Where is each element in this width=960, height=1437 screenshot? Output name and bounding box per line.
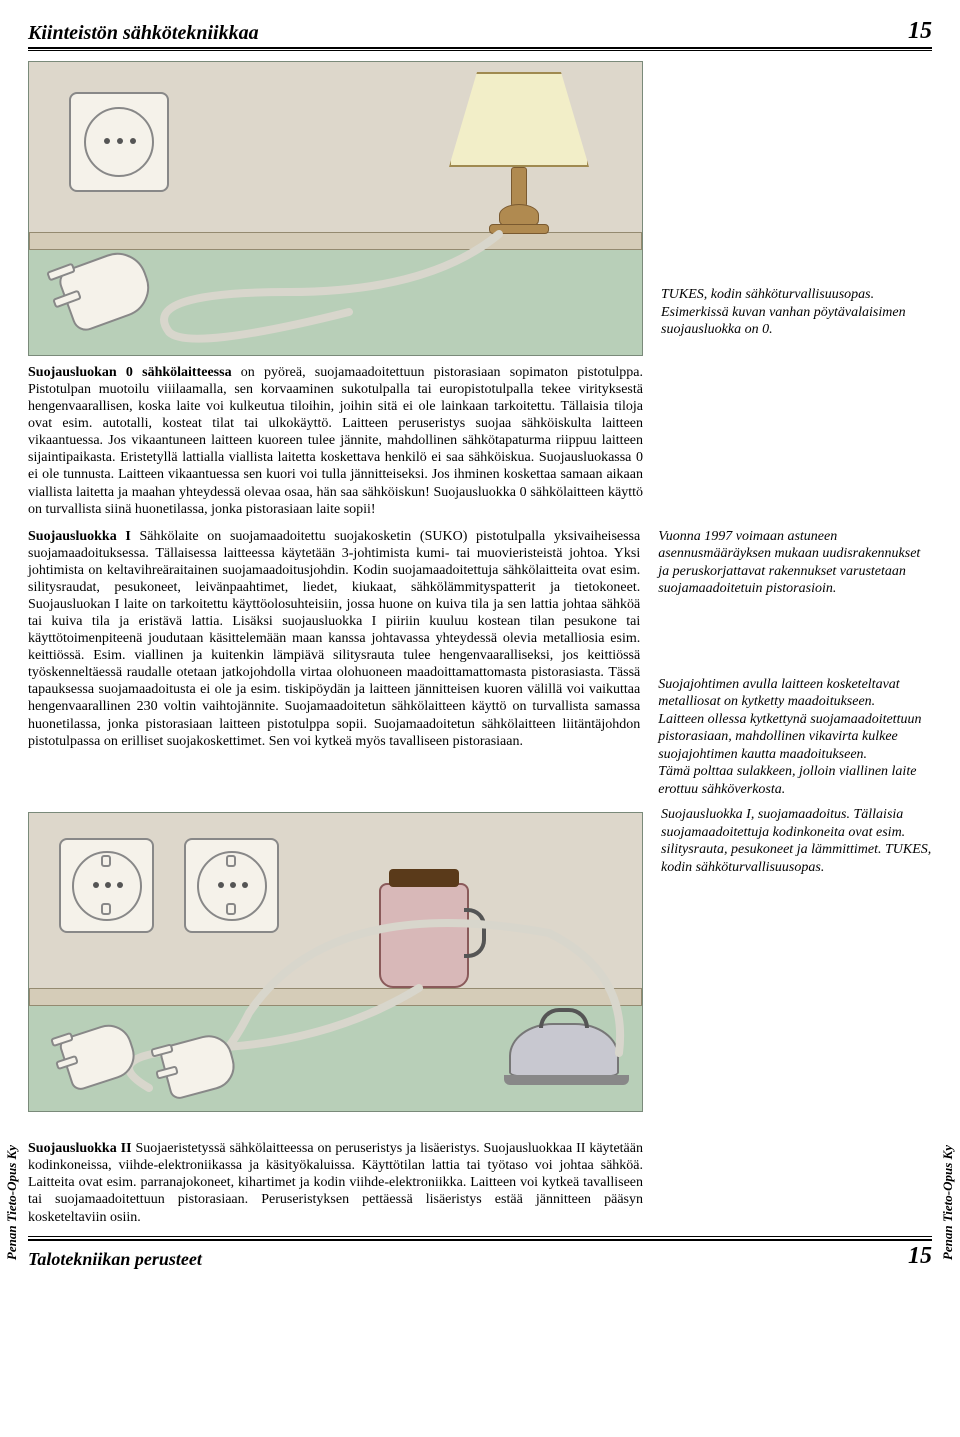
illustration-lamp-outlet (28, 61, 643, 356)
illustration1-caption: TUKES, kodin sähköturvallisuusopas. Esim… (661, 286, 932, 339)
header-title: Kiinteistön sähkötekniikkaa (28, 22, 259, 45)
footer-title: Talotekniikan perusteet (28, 1249, 202, 1270)
side-label-left: Penan Tieto-Opus Ky (4, 1145, 20, 1260)
paragraph-class1: Suojausluokka I Sähkölaite on suojamaado… (28, 528, 640, 750)
para2-body: Sähkölaite on suojamaadoitettu suojakosk… (28, 529, 640, 749)
side-label-right: Penan Tieto-Opus Ky (940, 1145, 956, 1260)
sidebar-note-grounding: Suojajohtimen avulla laitteen kosketelta… (658, 676, 932, 799)
para1-body: on pyöreä, suojamaadoitettuun pistorasia… (28, 365, 643, 517)
para1-lead: Suojausluokan 0 sähkölaitteessa (28, 365, 232, 380)
page-header: Kiinteistön sähkötekniikkaa 15 (28, 18, 932, 49)
sidebar-note-1997: Vuonna 1997 voimaan astuneen asennusmäär… (658, 528, 932, 598)
footer-rule-thin (28, 1236, 932, 1237)
footer-page-number: 15 (908, 1243, 932, 1270)
paragraph-class0: Suojausluokan 0 sähkölaitteessa on pyöre… (28, 364, 643, 518)
page-footer: Talotekniikan perusteet 15 (28, 1239, 932, 1270)
header-page-number: 15 (908, 18, 932, 45)
illustration2-caption: Suojausluokka I, suojamaadoitus. Tällais… (661, 806, 932, 876)
paragraph-class2: Suojausluokka II Suojaeristetyssä sähköl… (28, 1140, 643, 1225)
header-rule (28, 50, 932, 51)
para2-lead: Suojausluokka I (28, 529, 131, 544)
illustration-appliances (28, 812, 643, 1112)
para3-lead: Suojausluokka II (28, 1141, 132, 1156)
